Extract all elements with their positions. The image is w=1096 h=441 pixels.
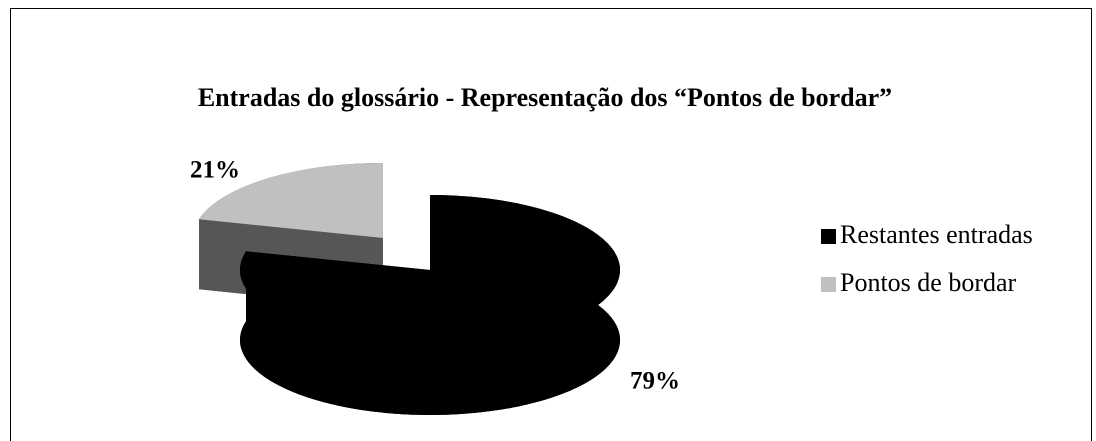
chart-title: Entradas do glossário - Representação do… xyxy=(198,83,892,112)
slice xyxy=(240,195,620,345)
value-label: 21% xyxy=(190,157,240,184)
legend-swatch xyxy=(821,229,836,244)
legend-swatch xyxy=(821,277,836,292)
slice xyxy=(199,163,383,238)
value-label: 79% xyxy=(630,368,680,395)
legend-label: Pontos de bordar xyxy=(840,268,1017,297)
legend-label: Restantes entradas xyxy=(840,220,1033,249)
